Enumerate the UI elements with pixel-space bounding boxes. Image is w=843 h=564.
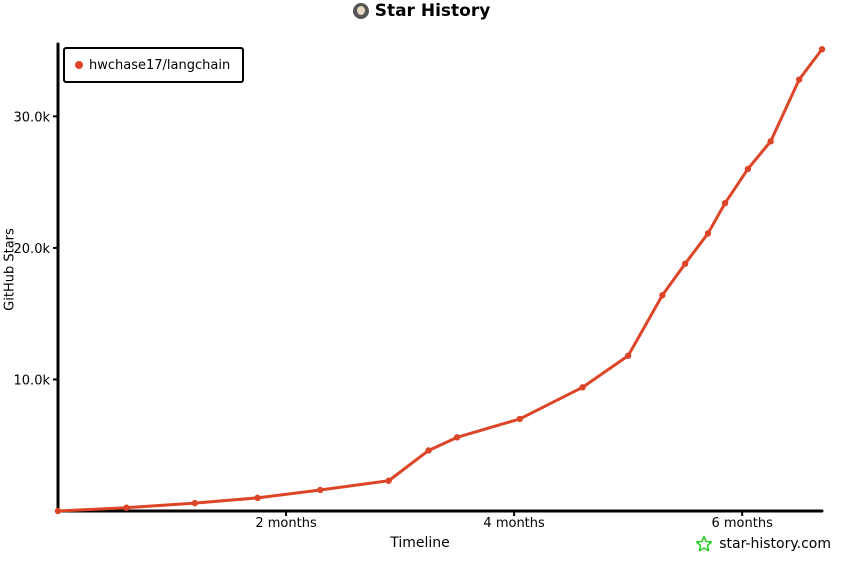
data-point xyxy=(191,499,199,507)
y-tick-label: 10.0k xyxy=(14,373,51,388)
data-point xyxy=(795,76,803,83)
brand-text: star-history.com xyxy=(719,536,831,552)
data-point xyxy=(579,384,586,391)
data-point xyxy=(624,352,632,359)
data-point xyxy=(659,292,666,299)
data-point xyxy=(516,415,524,423)
data-point xyxy=(425,447,432,454)
series-line xyxy=(56,47,824,513)
chart-title: Star History xyxy=(374,1,491,21)
y-tick-label: 30.0k xyxy=(14,110,51,125)
x-tick-label: 4 months xyxy=(483,516,545,531)
data-point xyxy=(254,494,261,502)
chart-header: Star History xyxy=(0,0,843,22)
legend-label: hwchase17/langchain xyxy=(89,57,231,73)
x-tick-label: 6 months xyxy=(711,516,773,531)
x-axis-title: Timeline xyxy=(390,535,450,551)
x-tick-label: 2 months xyxy=(255,516,317,531)
data-point xyxy=(818,46,826,53)
legend: hwchase17/langchain xyxy=(63,47,245,83)
data-point xyxy=(385,477,392,484)
data-point xyxy=(317,486,324,494)
legend-swatch xyxy=(75,61,83,69)
data-point xyxy=(453,434,461,441)
data-point xyxy=(767,138,774,145)
data-point xyxy=(744,165,752,173)
data-point xyxy=(681,260,689,267)
y-tick-label: 20.0k xyxy=(14,242,51,257)
y-axis-title: GitHub Stars xyxy=(2,228,18,311)
star-outline-icon xyxy=(695,535,713,553)
user-avatar-icon xyxy=(352,3,369,19)
brand-link[interactable]: star-history.com xyxy=(695,535,831,553)
data-point xyxy=(123,504,130,511)
data-point xyxy=(54,507,62,515)
data-point xyxy=(704,230,712,237)
data-point xyxy=(721,199,729,207)
